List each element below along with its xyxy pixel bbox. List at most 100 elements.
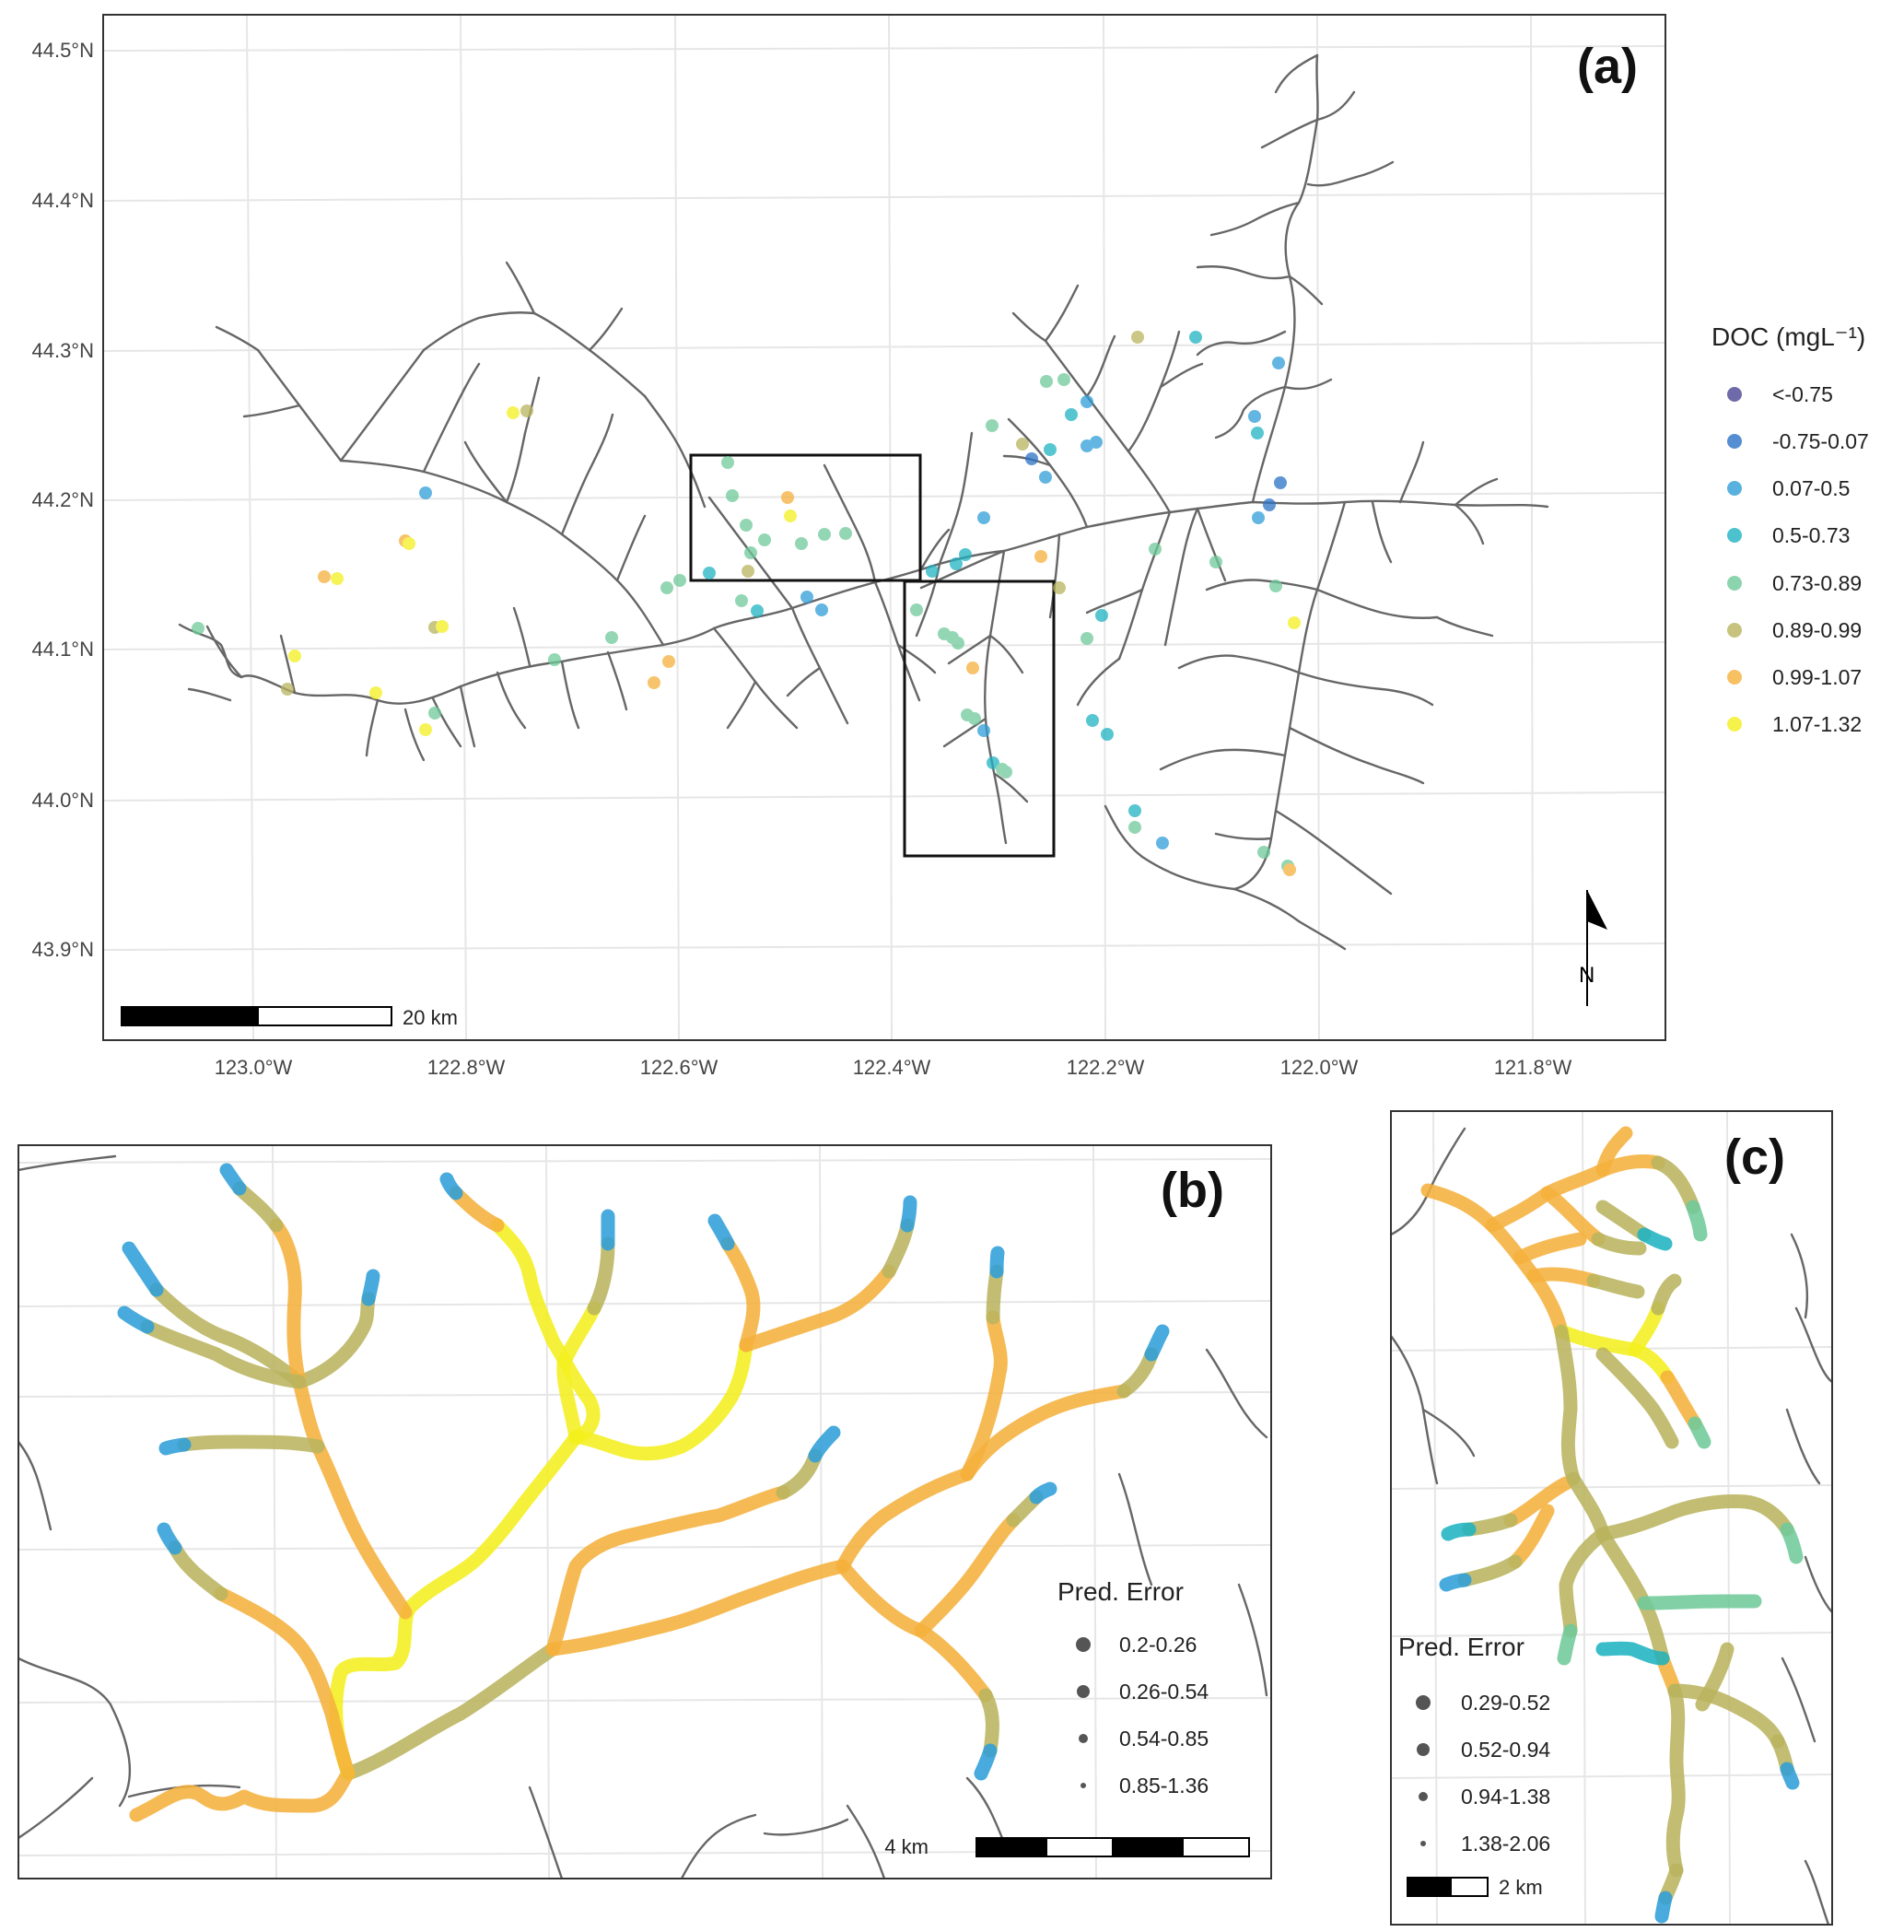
prediction-segment [986,1264,1004,1325]
doc-point [1252,511,1265,524]
prediction-segment [1637,1227,1673,1251]
doc-point [1209,556,1222,568]
lon-tick: 123.0°W [215,1056,293,1079]
scale-bar-b: 4 km [884,1835,1250,1858]
legend-swatch [1727,623,1742,638]
prediction-segment [214,1587,356,1781]
lon-axis: 123.0°W 122.8°W 122.6°W 122.4°W 122.2°W … [215,1056,1572,1079]
lat-tick: 44.2°N [31,488,94,511]
doc-point [1080,395,1093,408]
legend-swatch [1727,434,1742,449]
legend-entry: 0.2-0.26 [1076,1633,1197,1657]
prediction-segment [122,1241,164,1297]
doc-point [1257,846,1270,859]
lat-axis: 44.5°N 44.4°N 44.3°N 44.2°N 44.1°N 44.0°… [31,39,94,961]
prediction-segment [545,1559,850,1657]
svg-text:0.5-0.73: 0.5-0.73 [1772,523,1850,547]
svg-text:0.07-0.5: 0.07-0.5 [1772,476,1850,500]
doc-point [986,419,999,432]
doc-point [662,655,675,668]
lat-tick: 44.0°N [31,789,94,812]
legend-swatch [1727,481,1742,496]
doc-point [419,723,432,736]
prediction-segment [707,1213,735,1251]
doc-point [1086,714,1099,727]
prediction-segment [168,1540,228,1601]
doc-legend-title: DOC (mgL⁻¹) [1711,322,1865,351]
pred-error-legend-c: Pred. Error 0.29-0.52 0.52-0.94 0.94-1.3… [1398,1633,1550,1856]
doc-point [192,622,204,635]
svg-text:1.38-2.06: 1.38-2.06 [1461,1832,1550,1856]
legend-swatch [1727,670,1742,685]
doc-point [1149,543,1162,556]
prediction-segment [1628,1301,1665,1357]
prediction-segment [292,1375,413,1620]
prediction-segment [1420,1183,1569,1339]
prediction-segment [1559,1527,1610,1638]
prediction-segment [1595,1347,1679,1449]
prediction-segment [568,1338,753,1461]
legend-entry: 0.89-0.99 [1727,618,1862,642]
doc-point [1251,427,1264,439]
doc-point [507,406,520,419]
doc-point [1053,581,1066,594]
prediction-segment [974,1743,998,1781]
lon-tick: 122.4°W [853,1056,931,1079]
panel-c-predictions [1420,1126,1804,1924]
legend-entry: 0.85-1.36 [1080,1774,1209,1797]
prediction-segment [140,1319,307,1389]
doc-point [1128,821,1141,834]
scale-bar-a: 20 km [121,1006,458,1029]
scale-label-b: 4 km [884,1835,929,1858]
doc-point [926,565,939,578]
prediction-segment [129,1766,356,1822]
doc-point [1090,436,1103,449]
prediction-segment [117,1306,155,1334]
prediction-segment [1637,1594,1762,1610]
doc-point [1057,373,1070,386]
doc-point [648,676,660,689]
doc-point [1128,804,1141,817]
svg-text:0.89-0.99: 0.89-0.99 [1772,618,1862,642]
prediction-segment [978,1688,999,1758]
prediction-segment [1540,1186,1606,1247]
legend-entry: 0.07-0.5 [1727,476,1850,500]
legend-entry: 0.5-0.73 [1727,523,1850,547]
doc-point [800,591,813,603]
legend-entry: 1.38-2.06 [1420,1832,1550,1856]
doc-point [1016,438,1029,451]
doc-point [726,489,739,502]
doc-point [1283,863,1296,876]
prediction-segment [900,1195,917,1233]
prediction-segment [1591,1232,1647,1256]
prediction-segment [1029,1481,1057,1505]
doc-point [428,707,441,720]
prediction-segment [490,1218,601,1445]
panel-a: 44.5°N 44.4°N 44.3°N 44.2°N 44.1°N 44.0°… [31,14,1869,1079]
doc-point [1248,410,1261,423]
prediction-segment [158,1437,192,1456]
scale-bar-c: 2 km [1407,1876,1543,1899]
doc-point [758,533,771,546]
lat-tick: 43.9°N [31,938,94,961]
legend-entry: 0.52-0.94 [1417,1738,1550,1762]
doc-point [795,537,808,550]
panel-b-grid [18,1145,1271,1879]
svg-text:0.29-0.52: 0.29-0.52 [1461,1691,1550,1715]
doc-point [1288,616,1301,629]
prediction-segment [1526,1267,1601,1288]
doc-point [520,404,533,417]
prediction-segment [1595,1126,1633,1177]
lat-tick: 44.4°N [31,189,94,212]
lat-tick: 44.1°N [31,638,94,661]
doc-point [1095,609,1108,622]
prediction-segment [1686,1200,1708,1242]
scale-label-c: 2 km [1499,1876,1543,1899]
prediction-segment [960,1384,1131,1481]
doc-points [192,331,1301,876]
doc-point [288,650,301,662]
panel-b-label: (b) [1161,1163,1224,1218]
panel-a-frame [102,14,1666,1041]
lon-tick: 122.2°W [1067,1056,1145,1079]
